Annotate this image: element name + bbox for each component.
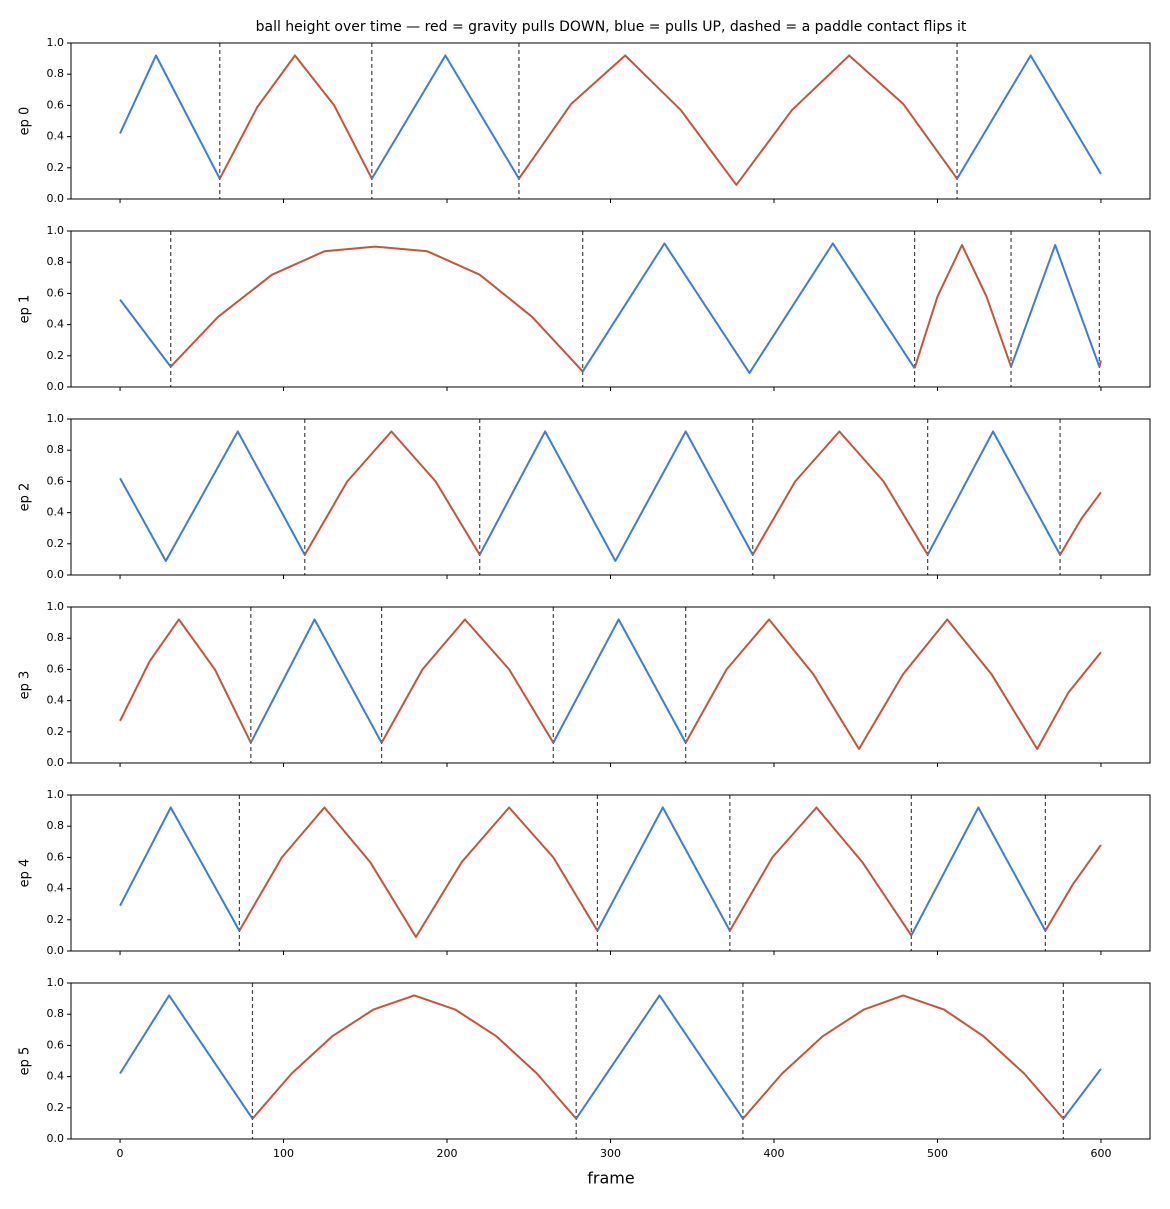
x-tick-label: 300: [600, 1147, 621, 1160]
height-line: [249, 618, 383, 744]
height-line: [518, 54, 958, 186]
y-tick-label: 0.8: [47, 1007, 65, 1020]
x-tick-label: 200: [437, 1147, 458, 1160]
height-line: [1059, 491, 1102, 556]
height-line: [119, 54, 221, 180]
y-tick-label: 0.6: [47, 662, 65, 675]
y-tick-label: 0.4: [47, 1070, 65, 1083]
y-tick-label: 0.8: [47, 67, 65, 80]
y-tick-label: 0.2: [47, 725, 65, 738]
y-tick-label: 0.6: [47, 286, 65, 299]
y-tick-label: 0.2: [47, 161, 65, 174]
y-tick-label: 0.6: [47, 474, 65, 487]
y-tick-label: 0.6: [47, 850, 65, 863]
height-line: [1010, 244, 1101, 368]
x-axis-label: frame: [587, 1169, 634, 1188]
height-line: [119, 430, 306, 562]
height-line: [1044, 844, 1102, 932]
height-line: [303, 430, 481, 556]
y-axis-label: ep 1: [18, 295, 33, 324]
y-tick-label: 0.8: [47, 443, 65, 456]
y-tick-label: 0.6: [47, 1038, 65, 1051]
height-line: [1062, 1068, 1102, 1120]
height-line: [910, 806, 1047, 936]
height-line: [751, 430, 929, 556]
x-tick-label: 600: [1090, 1147, 1111, 1160]
y-axis-label: ep 0: [18, 107, 33, 136]
y-axis-label: ep 4: [18, 859, 33, 888]
y-tick-label: 0.8: [47, 255, 65, 268]
y-tick-label: 0.2: [47, 349, 65, 362]
y-tick-label: 0.0: [47, 1132, 65, 1145]
height-line: [119, 618, 252, 744]
y-tick-label: 0.4: [47, 694, 65, 707]
y-tick-label: 0.0: [47, 944, 65, 957]
y-tick-label: 0.4: [47, 506, 65, 519]
y-tick-label: 0.8: [47, 819, 65, 832]
y-tick-label: 0.2: [47, 537, 65, 550]
height-line: [684, 618, 1102, 750]
y-tick-label: 1.0: [47, 224, 65, 237]
y-axis-label: ep 3: [18, 671, 33, 700]
height-line: [218, 54, 373, 180]
y-tick-label: 1.0: [47, 600, 65, 613]
height-line: [238, 806, 599, 938]
height-line: [370, 54, 520, 180]
height-line: [956, 54, 1102, 180]
y-tick-label: 0.0: [47, 380, 65, 393]
height-line: [581, 242, 916, 374]
y-tick-label: 0.0: [47, 192, 65, 205]
height-line: [119, 299, 172, 368]
y-tick-label: 0.0: [47, 568, 65, 581]
y-tick-label: 1.0: [47, 976, 65, 989]
height-line: [575, 994, 744, 1120]
y-tick-label: 1.0: [47, 412, 65, 425]
x-tick-label: 0: [117, 1147, 124, 1160]
chart-title: ball height over time — red = gravity pu…: [256, 19, 967, 35]
y-tick-label: 0.2: [47, 913, 65, 926]
height-line: [926, 430, 1061, 556]
height-line: [596, 806, 731, 932]
height-line: [1098, 360, 1102, 367]
y-tick-label: 0.4: [47, 882, 65, 895]
y-tick-label: 0.6: [47, 98, 65, 111]
height-line: [913, 244, 1012, 369]
y-axis-label: ep 2: [18, 483, 33, 512]
y-tick-label: 0.2: [47, 1101, 65, 1114]
height-line: [728, 806, 913, 936]
height-line: [552, 618, 687, 744]
height-line: [380, 618, 555, 744]
x-tick-label: 500: [927, 1147, 948, 1160]
y-tick-label: 0.0: [47, 756, 65, 769]
x-tick-label: 400: [763, 1147, 784, 1160]
height-line: [119, 994, 254, 1120]
height-line: [478, 430, 754, 562]
height-line: [742, 994, 1065, 1120]
y-tick-label: 1.0: [47, 788, 65, 801]
y-tick-label: 0.4: [47, 130, 65, 143]
y-tick-label: 0.8: [47, 631, 65, 644]
y-tick-label: 0.4: [47, 318, 65, 331]
height-line: [119, 806, 241, 932]
y-tick-label: 1.0: [47, 36, 65, 49]
height-line: [251, 994, 577, 1120]
y-axis-label: ep 5: [18, 1047, 33, 1076]
height-line: [170, 245, 584, 373]
x-tick-label: 100: [273, 1147, 294, 1160]
